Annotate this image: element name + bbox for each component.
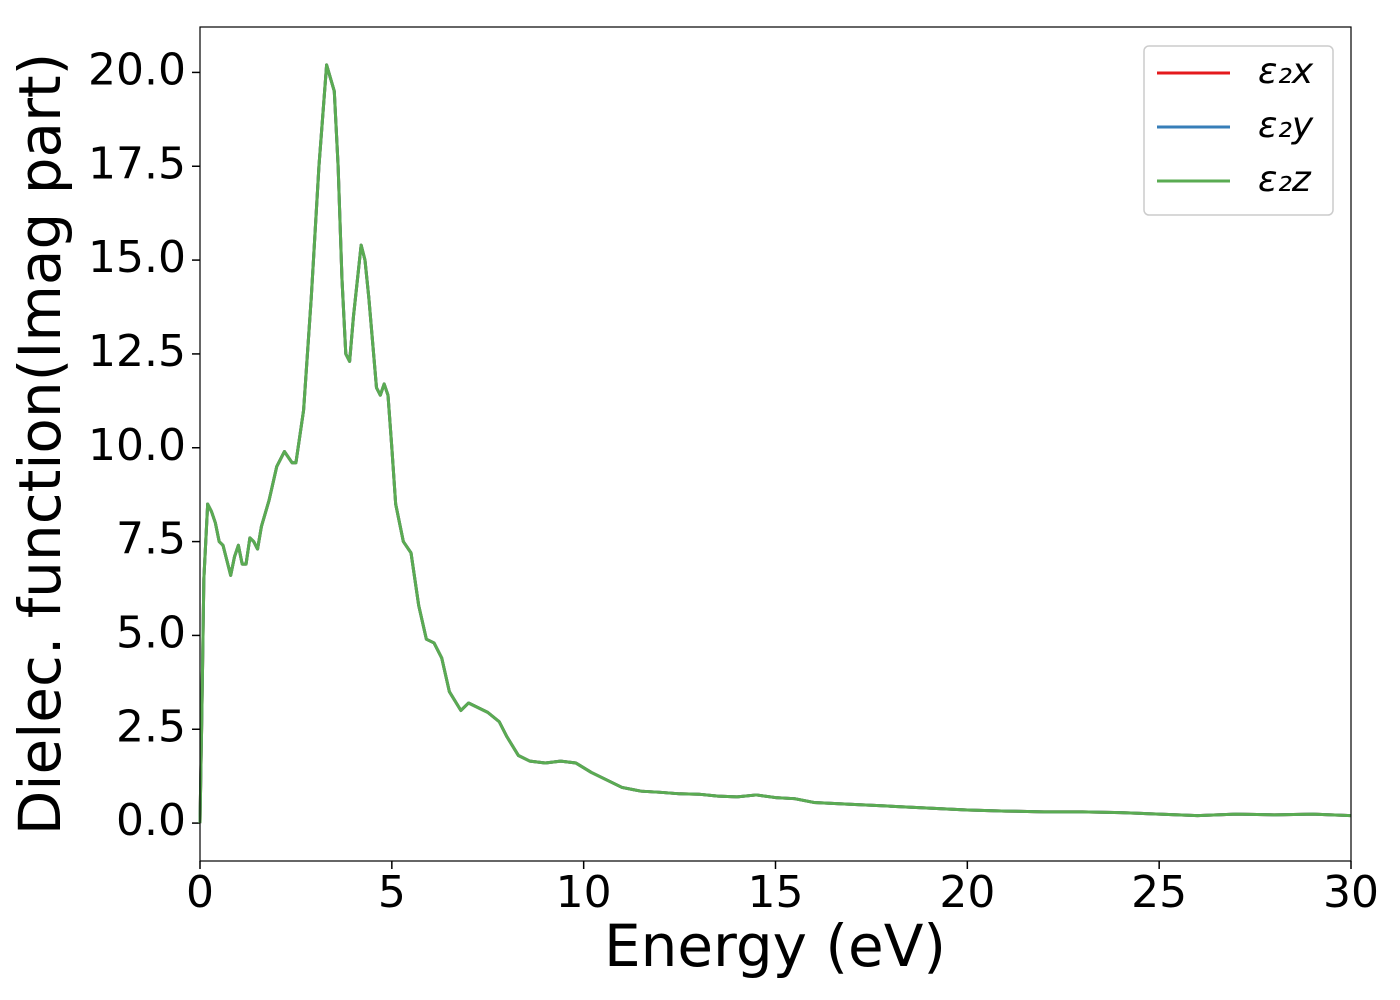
y-tick-label: 12.5 — [88, 326, 186, 377]
y-tick-label: 7.5 — [116, 514, 186, 565]
y-tick-label: 20.0 — [88, 44, 186, 95]
x-tick-label: 10 — [556, 867, 612, 918]
y-tick-label: 10.0 — [88, 420, 186, 471]
y-tick-label: 5.0 — [116, 607, 186, 658]
x-tick-label: 30 — [1323, 867, 1379, 918]
series-line — [198, 63, 1352, 824]
y-axis-label: Dielec. function(Imag part) — [6, 53, 74, 836]
y-tick-label: 2.5 — [116, 701, 186, 752]
legend-box — [1143, 45, 1334, 216]
plot-frame — [199, 26, 1352, 862]
legend-label: ε₂y — [1258, 105, 1314, 146]
x-axis-label: Energy (eV) — [604, 912, 946, 980]
x-tick-label: 0 — [186, 867, 214, 918]
y-tick-label: 15.0 — [88, 232, 186, 283]
legend-label: ε₂z — [1258, 159, 1312, 200]
x-tick-label: 5 — [378, 867, 406, 918]
x-tick-label: 15 — [748, 867, 804, 918]
x-tick-label: 25 — [1131, 867, 1187, 918]
y-tick-label: 0.0 — [116, 795, 186, 846]
x-tick-label: 20 — [939, 867, 995, 918]
legend-label: ε₂x — [1258, 51, 1314, 92]
y-tick-label: 17.5 — [88, 138, 186, 189]
